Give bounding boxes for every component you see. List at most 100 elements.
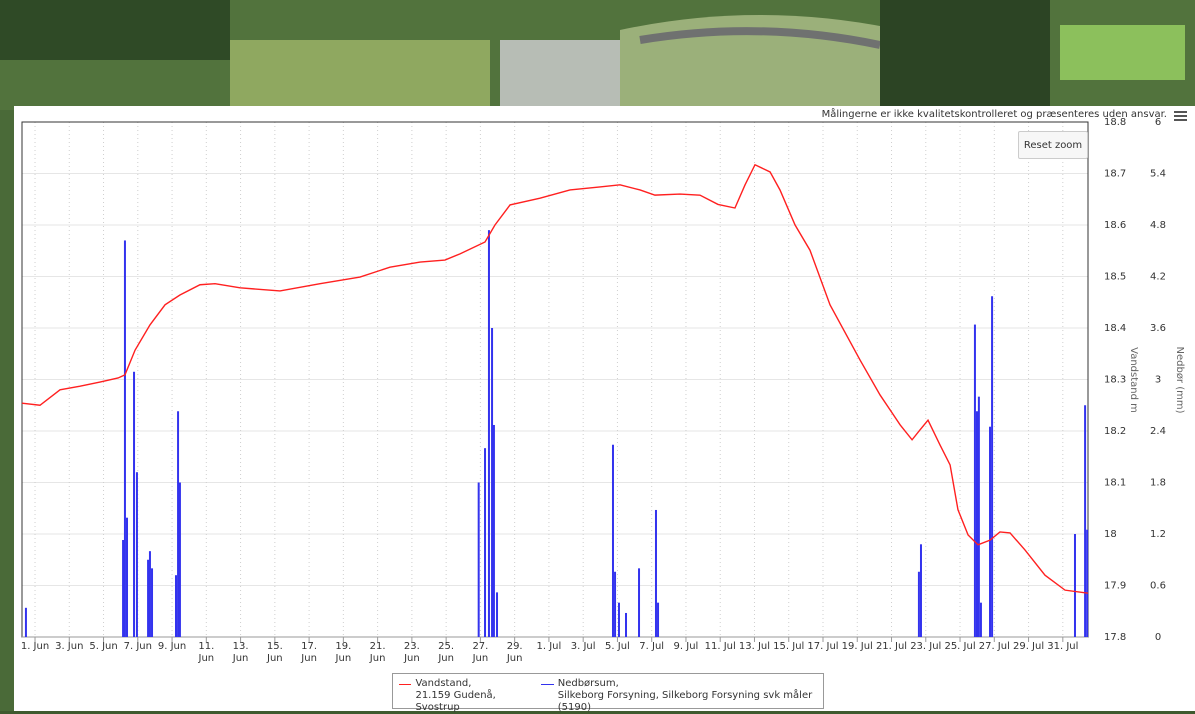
precipitation-bar (24, 607, 27, 637)
precipitation-bar (126, 517, 129, 637)
y2-tick-label: 4.8 (1150, 220, 1166, 231)
legend: Vandstand, 21.159 Gudenå, Svostrup Nedbør… (392, 673, 824, 713)
x-tick-label: 19. Jul (841, 641, 873, 652)
precipitation-bar (1086, 529, 1089, 637)
y2-tick-label: 1.2 (1150, 529, 1166, 540)
precipitation-bar (979, 602, 982, 637)
legend-item[interactable]: Vandstand, 21.159 Gudenå, Svostrup (393, 674, 535, 713)
x-tick-label: 3. Jun (55, 641, 84, 652)
x-tick-label: 23. Jul (910, 641, 942, 652)
y2-tick-label: 0 (1155, 632, 1161, 643)
x-tick-label: 21. Jul (875, 641, 908, 652)
x-tick-label: 25. Jul (944, 641, 976, 652)
x-tick-label: 29. Jul (1012, 641, 1045, 652)
x-tick-label: 25. Jun (438, 641, 455, 664)
y-tick-label: 18.7 (1104, 169, 1126, 180)
y-tick-label: 17.8 (1104, 632, 1126, 643)
y-tick-label: 18.8 (1104, 117, 1126, 128)
precipitation-bar (614, 571, 617, 637)
precipitation-bar (123, 240, 126, 637)
y-tick-label: 17.9 (1104, 581, 1126, 592)
precipitation-bar (991, 296, 994, 637)
note: Målingerne er ikke kvalitetskontrolleret… (821, 109, 1167, 120)
precipitation-bar (147, 559, 150, 637)
y-axis-title: Vandstand m (1128, 347, 1139, 413)
x-tick-label: 17. Jun (301, 641, 318, 664)
reset-zoom-button[interactable]: Reset zoom (1018, 131, 1088, 159)
x-tick-label: 9. Jun (157, 641, 187, 652)
y2-axis-title: Nedbør (mm) (1174, 346, 1185, 413)
precipitation-bar (654, 509, 657, 637)
y-tick-label: 18.3 (1104, 375, 1126, 386)
precipitation-bar (496, 592, 499, 637)
x-tick-label: 27. Jun (472, 641, 489, 664)
precipitation-bar (975, 411, 978, 637)
precipitation-bar (487, 230, 490, 637)
precipitation-bar (617, 602, 620, 637)
y-tick-label: 18.5 (1104, 272, 1126, 283)
precipitation-bar (657, 602, 660, 637)
precipitation-bar (919, 544, 922, 637)
x-tick-label: 23. Jun (403, 641, 420, 664)
precipitation-bar (977, 396, 980, 637)
x-tick-label: 7. Jun (123, 641, 152, 652)
precipitation-bar (973, 324, 976, 637)
precipitation-bar (133, 371, 136, 637)
precipitation-bar (148, 551, 151, 637)
x-tick-label: 29. Jun (506, 641, 523, 664)
precipitation-bar (917, 571, 920, 637)
legend-item[interactable]: Nedbørsum, Silkeborg Forsyning, Silkebor… (535, 674, 823, 713)
x-tick-label: 13. Jul (738, 641, 771, 652)
precipitation-bar (1073, 534, 1076, 637)
x-tick-label: 7. Jul (639, 641, 665, 652)
precipitation-bar (625, 612, 628, 637)
y-tick-label: 18.4 (1104, 323, 1126, 334)
x-tick-label: 27. Jul (978, 641, 1010, 652)
precipitation-bar (178, 482, 181, 637)
x-tick-label: 5. Jul (605, 641, 630, 652)
precipitation-bar (1084, 405, 1087, 637)
y-tick-label: 18.6 (1104, 220, 1126, 231)
y2-tick-label: 5.4 (1150, 169, 1166, 180)
legend-swatch (399, 684, 412, 685)
y2-tick-label: 3.6 (1150, 323, 1166, 334)
y2-tick-label: 0.6 (1150, 581, 1166, 592)
x-tick-label: 9. Jul (673, 641, 699, 652)
precipitation-bar (492, 424, 495, 637)
y2-tick-label: 3 (1155, 375, 1161, 386)
x-tick-label: 31. Jul (1047, 641, 1079, 652)
y2-tick-label: 6 (1155, 117, 1161, 128)
y2-tick-label: 4.2 (1150, 272, 1166, 283)
legend-label: Vandstand, 21.159 Gudenå, Svostrup (415, 678, 496, 713)
x-tick-label: 11. Jul (704, 641, 736, 652)
x-tick-label: 21. Jun (369, 641, 386, 664)
precipitation-bar (638, 568, 641, 637)
x-tick-label: 1. Jul (536, 641, 562, 652)
y-tick-label: 18 (1104, 529, 1117, 540)
precipitation-bar (989, 426, 992, 637)
x-tick-label: 15. Jun (266, 641, 283, 664)
y2-tick-label: 2.4 (1150, 426, 1166, 437)
x-tick-label: 15. Jul (773, 641, 805, 652)
y-tick-label: 18.2 (1104, 426, 1126, 437)
x-tick-label: 1. Jun (20, 641, 50, 652)
precipitation-bar (611, 444, 614, 637)
chart-panel (14, 106, 1195, 711)
legend-swatch (541, 684, 554, 685)
precipitation-bar (177, 411, 180, 637)
precipitation-bar (151, 568, 154, 637)
precipitation-bar (484, 448, 487, 637)
menu-button[interactable] (1174, 110, 1188, 122)
precipitation-bar (135, 472, 138, 637)
x-tick-label: 19. Jun (335, 641, 352, 664)
y2-tick-label: 1.8 (1150, 478, 1166, 489)
y-tick-label: 18.1 (1104, 478, 1126, 489)
legend-label: Nedbørsum, Silkeborg Forsyning, Silkebor… (557, 678, 813, 713)
x-tick-label: 13. Jun (232, 641, 249, 664)
precipitation-bar (491, 328, 494, 637)
water-level-line (21, 163, 1089, 594)
precipitation-bar (477, 482, 480, 637)
precipitation-bar (174, 575, 177, 637)
